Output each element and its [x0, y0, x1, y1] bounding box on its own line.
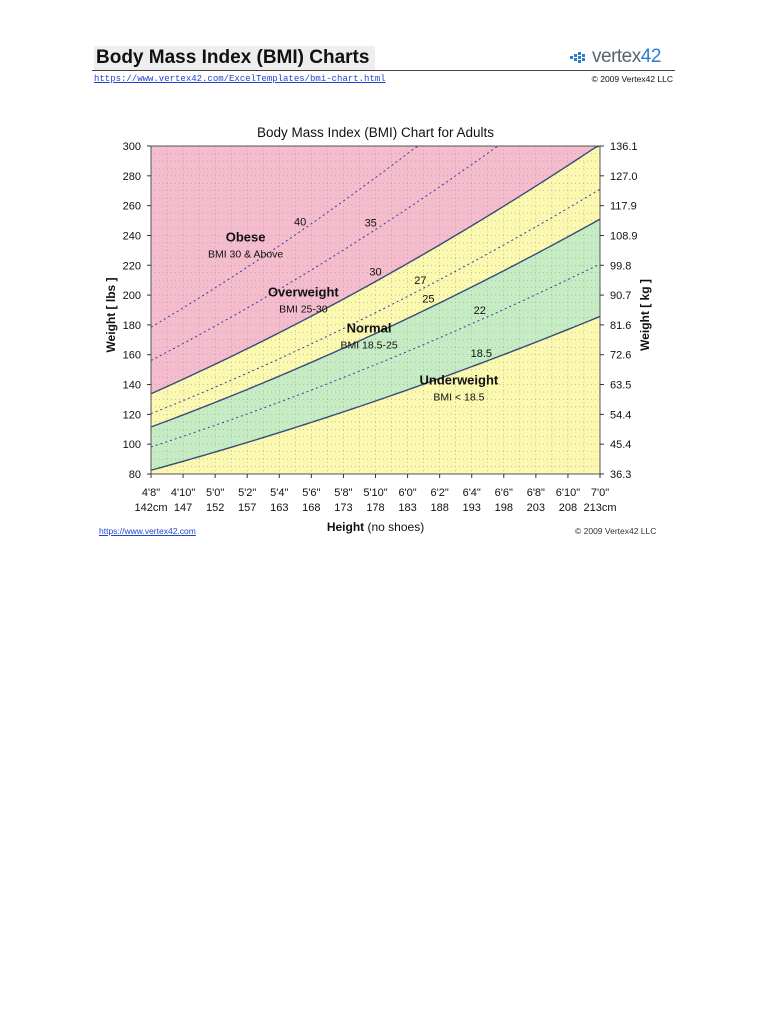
- region-desc-normal: BMI 18.5-25: [340, 339, 397, 351]
- curve-label-bmi-27: 27: [414, 275, 426, 287]
- bmi-curve-18-5: [151, 315, 600, 471]
- y-tick-label-right: 63.5: [610, 380, 631, 392]
- bmi-chart: Body Mass Index (BMI) Chart for Adults 80…: [104, 125, 652, 534]
- x-tick-label-feet: 4'10": [171, 487, 195, 499]
- x-tick-label-cm: 193: [463, 502, 481, 514]
- x-tick-label-cm: 208: [559, 502, 577, 514]
- y-tick-label-right: 90.7: [610, 290, 631, 302]
- y-tick-label-right: 99.8: [610, 260, 631, 272]
- y-tick-label-right: 108.9: [610, 230, 638, 242]
- plot-area: [151, 146, 600, 474]
- y-tick-label-right: 136.1: [610, 141, 638, 153]
- logo-text: vertex42: [592, 46, 661, 67]
- y-axis-title-left: Weight [ lbs ]: [104, 277, 118, 352]
- x-tick-label-feet: 5'8": [334, 487, 352, 499]
- y-tick-label-left: 160: [123, 350, 141, 362]
- region-label-underweight: Underweight: [420, 373, 499, 388]
- y-tick-label-right: 45.4: [610, 439, 631, 451]
- x-tick-label-feet: 6'10": [556, 487, 580, 499]
- x-tick-label-cm: 178: [366, 502, 384, 514]
- region-obese-fill: [151, 146, 600, 394]
- curve-label-bmi-35: 35: [365, 218, 377, 230]
- region-desc-overweight: BMI 25-30: [279, 304, 328, 316]
- y-tick-label-left: 300: [123, 141, 141, 153]
- bmi-curve-25: [151, 218, 600, 428]
- x-tick-label-feet: 5'6": [302, 487, 320, 499]
- x-tick-label-feet: 7'0": [591, 487, 609, 499]
- y-tick-label-left: 140: [123, 380, 141, 392]
- x-axis-title: Height (no shoes): [327, 520, 424, 534]
- x-tick-label-cm: 213cm: [583, 502, 616, 514]
- bmi-curve-30: [151, 146, 600, 395]
- x-tick-label-feet: 6'4": [463, 487, 481, 499]
- x-tick-label-feet: 5'0": [206, 487, 224, 499]
- y-tick-label-left: 220: [123, 260, 141, 272]
- region-label-normal: Normal: [347, 320, 392, 335]
- x-tick-label-cm: 152: [206, 502, 224, 514]
- vertex42-logo: vertex42: [568, 46, 661, 67]
- y-tick-label-right: 54.4: [610, 409, 631, 421]
- x-tick-label-feet: 6'6": [495, 487, 513, 499]
- x-tick-label-cm: 142cm: [134, 502, 167, 514]
- logo-mark-icon: [570, 52, 585, 63]
- y-tick-label-right: 36.3: [610, 469, 631, 481]
- y-tick-label-left: 280: [123, 171, 141, 183]
- x-tick-label-feet: 5'2": [238, 487, 256, 499]
- bmi-curve-27-dashed: [151, 188, 600, 415]
- y-tick-label-left: 200: [123, 290, 141, 302]
- x-axis-title-bold: Height: [327, 520, 364, 534]
- footer-copyright: © 2009 Vertex42 LLC: [575, 526, 657, 536]
- x-tick-label-cm: 168: [302, 502, 320, 514]
- region-label-overweight: Overweight: [268, 285, 339, 300]
- curve-label-bmi-18-5: 18.5: [471, 348, 492, 360]
- chart-title: Body Mass Index (BMI) Chart for Adults: [257, 125, 494, 140]
- y-tick-label-left: 100: [123, 439, 141, 451]
- y-tick-label-left: 120: [123, 409, 141, 421]
- y-tick-label-right: 117.9: [610, 201, 637, 213]
- y-tick-label-right: 72.6: [610, 350, 631, 362]
- region-desc-obese: BMI 30 & Above: [208, 248, 283, 260]
- x-tick-label-feet: 6'2": [431, 487, 449, 499]
- bmi-curve-35-dashed: [151, 146, 600, 361]
- y-tick-label-right: 127.0: [610, 171, 638, 183]
- region-normal-fill: [151, 219, 600, 471]
- x-tick-label-cm: 147: [174, 502, 192, 514]
- x-tick-label-feet: 5'10": [363, 487, 387, 499]
- x-tick-label-cm: 188: [430, 502, 448, 514]
- footer-url-link[interactable]: https://www.vertex42.com: [99, 526, 196, 536]
- x-tick-label-feet: 6'8": [527, 487, 545, 499]
- y-tick-label-right: 81.6: [610, 320, 631, 332]
- y-tick-label-left: 260: [123, 201, 141, 213]
- x-axis-title-rest: (no shoes): [364, 520, 424, 534]
- y-tick-label-left: 80: [129, 469, 141, 481]
- x-tick-label-cm: 203: [527, 502, 545, 514]
- y-axis-title-right: Weight [ kg ]: [638, 279, 652, 351]
- curve-label-bmi-30: 30: [369, 267, 381, 279]
- y-tick-label-left: 180: [123, 320, 141, 332]
- x-tick-label-feet: 5'4": [270, 487, 288, 499]
- region-desc-underweight: BMI < 18.5: [433, 392, 484, 404]
- x-tick-label-cm: 183: [398, 502, 416, 514]
- y-tick-label-left: 240: [123, 230, 141, 242]
- curve-label-bmi-25: 25: [422, 293, 434, 305]
- x-tick-label-cm: 173: [334, 502, 352, 514]
- region-label-obese: Obese: [226, 229, 266, 244]
- header-url-link[interactable]: https://www.vertex42.com/ExcelTemplates/…: [94, 74, 386, 84]
- x-tick-label-cm: 198: [495, 502, 513, 514]
- x-tick-label-cm: 157: [238, 502, 256, 514]
- curve-label-bmi-40: 40: [294, 217, 306, 229]
- x-tick-label-feet: 6'0": [398, 487, 416, 499]
- page-title: Body Mass Index (BMI) Charts: [94, 46, 376, 70]
- x-tick-label-cm: 163: [270, 502, 288, 514]
- curve-label-bmi-22: 22: [474, 305, 486, 317]
- header-divider: [92, 70, 675, 71]
- header-copyright: © 2009 Vertex42 LLC: [591, 74, 673, 84]
- x-tick-label-feet: 4'8": [142, 487, 160, 499]
